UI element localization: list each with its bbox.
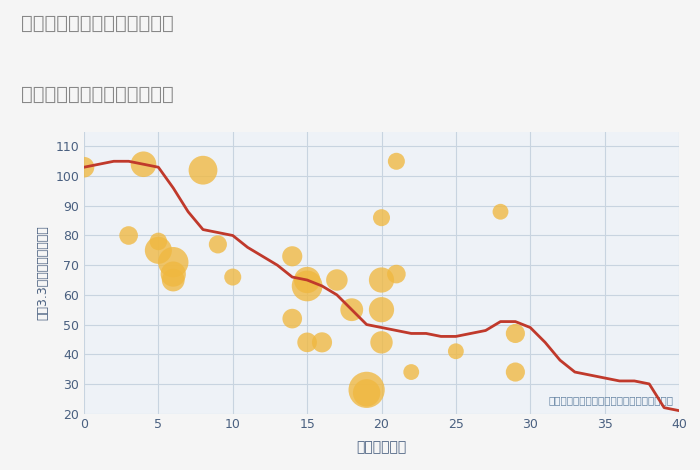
Point bbox=[302, 276, 313, 284]
Point bbox=[510, 329, 521, 337]
Point bbox=[78, 164, 90, 171]
Point bbox=[287, 315, 298, 322]
Point bbox=[168, 258, 179, 266]
Text: 築年数別中古マンション価格: 築年数別中古マンション価格 bbox=[21, 85, 174, 103]
Point bbox=[287, 252, 298, 260]
Point bbox=[138, 160, 149, 168]
Text: 三重県四日市市南いかるが町: 三重県四日市市南いかるが町 bbox=[21, 14, 174, 33]
Point bbox=[361, 386, 372, 393]
Point bbox=[302, 282, 313, 290]
Point bbox=[212, 241, 223, 248]
Point bbox=[495, 208, 506, 216]
Point bbox=[227, 273, 238, 281]
Point bbox=[510, 368, 521, 376]
Point bbox=[376, 276, 387, 284]
Point bbox=[391, 270, 402, 278]
X-axis label: 築年数（年）: 築年数（年） bbox=[356, 440, 407, 454]
Point bbox=[316, 338, 328, 346]
Point bbox=[153, 238, 164, 245]
Point bbox=[197, 166, 209, 174]
Point bbox=[391, 157, 402, 165]
Point bbox=[123, 232, 134, 239]
Point bbox=[361, 389, 372, 397]
Point bbox=[168, 270, 179, 278]
Y-axis label: 坪（3.3㎡）単価（万円）: 坪（3.3㎡）単価（万円） bbox=[36, 225, 50, 320]
Point bbox=[376, 214, 387, 221]
Point bbox=[153, 247, 164, 254]
Point bbox=[302, 338, 313, 346]
Point bbox=[376, 338, 387, 346]
Point bbox=[346, 306, 357, 313]
Point bbox=[376, 306, 387, 313]
Point bbox=[331, 276, 342, 284]
Point bbox=[406, 368, 417, 376]
Point bbox=[168, 276, 179, 284]
Point bbox=[450, 347, 461, 355]
Text: 円の大きさは、取引のあった物件面積を示す: 円の大きさは、取引のあった物件面積を示す bbox=[548, 395, 673, 405]
